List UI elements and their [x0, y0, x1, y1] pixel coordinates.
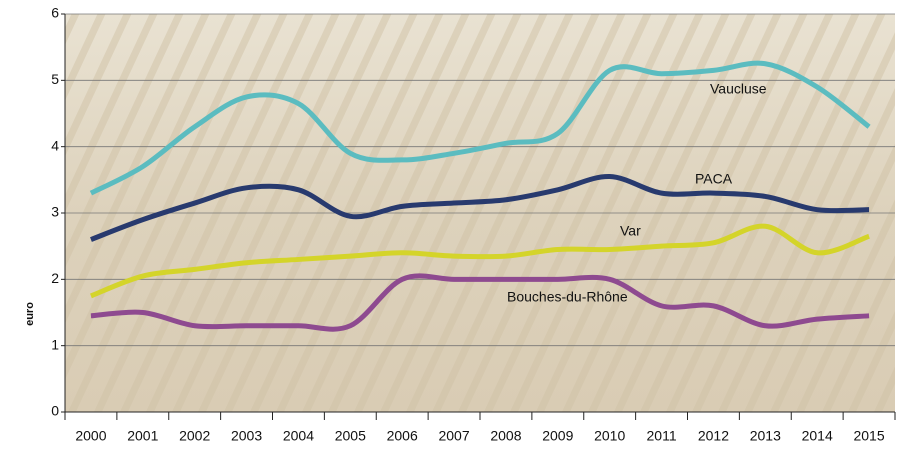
- x-tick-label: 2004: [283, 428, 314, 444]
- x-tick-label: 2015: [853, 428, 884, 444]
- x-tick-label: 2001: [127, 428, 158, 444]
- x-tick-label: 2007: [438, 428, 469, 444]
- y-tick-label: 4: [51, 137, 59, 153]
- x-tick-label: 2009: [542, 428, 573, 444]
- series-label: Vaucluse: [710, 81, 767, 97]
- chart: euro 0 1 2 3 4 5 6 2000 2001 2002 2003 2004 2005 2006…: [0, 0, 908, 453]
- x-tick-label: 2002: [179, 428, 210, 444]
- series-label: PACA: [695, 171, 733, 187]
- x-tick-label: 2000: [75, 428, 106, 444]
- x-tick-label: 2014: [802, 428, 833, 444]
- y-tick-label: 1: [51, 336, 59, 352]
- x-tick-label: 2011: [647, 428, 677, 444]
- series-label: Bouches-du-Rhône: [507, 289, 628, 305]
- x-tick-label: 2006: [387, 428, 418, 444]
- x-tick-label: 2005: [335, 428, 366, 444]
- x-tick-label: 2008: [490, 428, 521, 444]
- y-tick-label: 5: [51, 71, 59, 87]
- y-axis-label: euro: [24, 302, 36, 326]
- x-tick-label: 2010: [594, 428, 625, 444]
- x-tick-label: 2013: [750, 428, 781, 444]
- y-tick-label: 3: [51, 204, 59, 220]
- series-label: Var: [620, 223, 641, 239]
- x-tick-label: 2003: [231, 428, 262, 444]
- y-tick-label: 2: [51, 270, 59, 286]
- x-tick-label: 2012: [698, 428, 729, 444]
- y-tick-label: 0: [51, 403, 59, 419]
- y-tick-label: 6: [51, 5, 59, 21]
- page: {"chart_data": {"type": "line", "y_label…: [0, 0, 908, 453]
